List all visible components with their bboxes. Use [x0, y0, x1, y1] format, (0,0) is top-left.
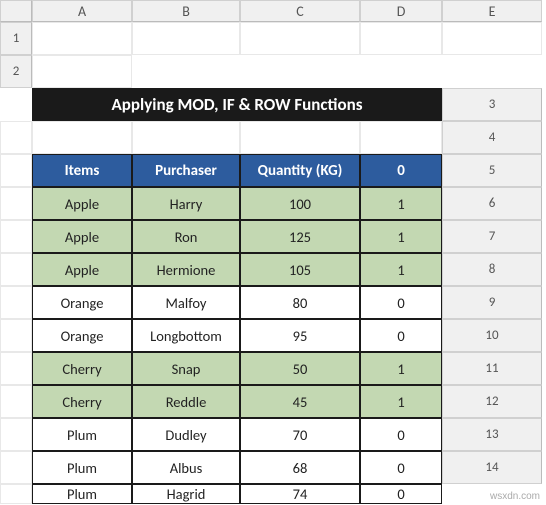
cell-purchaser-5[interactable]: Snap: [132, 352, 240, 385]
row-header-4[interactable]: 4: [442, 121, 542, 154]
cell-C1[interactable]: [240, 22, 360, 55]
cell-A4[interactable]: [0, 154, 32, 187]
cell-A2[interactable]: [32, 55, 132, 88]
cell-C3[interactable]: [132, 121, 240, 154]
row-header-6[interactable]: 6: [442, 187, 542, 220]
cell-items-0[interactable]: Apple: [32, 187, 132, 220]
col-header-A[interactable]: A: [32, 0, 132, 22]
cell-quantity-4[interactable]: 95: [240, 319, 360, 352]
row-header-1[interactable]: 1: [0, 22, 32, 55]
cell-A11[interactable]: [0, 385, 32, 418]
cell-quantity-8[interactable]: 68: [240, 451, 360, 484]
cell-purchaser-6[interactable]: Reddle: [132, 385, 240, 418]
cell-D1[interactable]: [360, 22, 442, 55]
cell-purchaser-3[interactable]: Malfoy: [132, 286, 240, 319]
cell-items-6[interactable]: Cherry: [32, 385, 132, 418]
cell-A3[interactable]: [0, 121, 32, 154]
cell-flag-3[interactable]: 0: [360, 286, 442, 319]
spreadsheet: A B C D E 1 2 Applying MOD, IF & ROW Fun…: [0, 0, 546, 504]
cell-purchaser-8[interactable]: Albus: [132, 451, 240, 484]
row-header-9[interactable]: 9: [442, 286, 542, 319]
cell-items-2[interactable]: Apple: [32, 253, 132, 286]
cell-flag-5[interactable]: 1: [360, 352, 442, 385]
cell-A1[interactable]: [32, 22, 132, 55]
cell-quantity-6[interactable]: 45: [240, 385, 360, 418]
title-cell[interactable]: Applying MOD, IF & ROW Functions: [32, 88, 442, 121]
cell-purchaser-0[interactable]: Harry: [132, 187, 240, 220]
cell-A5[interactable]: [0, 187, 32, 220]
cell-quantity-0[interactable]: 100: [240, 187, 360, 220]
cell-purchaser-1[interactable]: Ron: [132, 220, 240, 253]
cell-A12[interactable]: [0, 418, 32, 451]
cell-items-4[interactable]: Orange: [32, 319, 132, 352]
cell-D3[interactable]: [240, 121, 360, 154]
cell-A13[interactable]: [0, 451, 32, 484]
cell-flag-9[interactable]: 0: [360, 484, 442, 504]
cell-A14[interactable]: [0, 484, 32, 504]
cell-B1[interactable]: [132, 22, 240, 55]
cell-A9[interactable]: [0, 319, 32, 352]
watermark: wsxdn.com: [490, 491, 540, 502]
cell-B3[interactable]: [32, 121, 132, 154]
row-header-10[interactable]: 10: [442, 319, 542, 352]
cell-items-1[interactable]: Apple: [32, 220, 132, 253]
cell-quantity-5[interactable]: 50: [240, 352, 360, 385]
cell-E1[interactable]: [442, 22, 542, 55]
cell-items-9[interactable]: Plum: [32, 484, 132, 504]
cell-A10[interactable]: [0, 352, 32, 385]
cell-A7[interactable]: [0, 253, 32, 286]
cell-items-8[interactable]: Plum: [32, 451, 132, 484]
cell-purchaser-2[interactable]: Hermione: [132, 253, 240, 286]
corner-cell[interactable]: [0, 0, 32, 22]
cell-purchaser-7[interactable]: Dudley: [132, 418, 240, 451]
cell-quantity-1[interactable]: 125: [240, 220, 360, 253]
header-quantity[interactable]: Quantity (KG): [240, 154, 360, 187]
row-header-13[interactable]: 13: [442, 418, 542, 451]
cell-purchaser-9[interactable]: Hagrid: [132, 484, 240, 504]
header-flag[interactable]: 0: [360, 154, 442, 187]
cell-quantity-9[interactable]: 74: [240, 484, 360, 504]
cell-quantity-2[interactable]: 105: [240, 253, 360, 286]
col-header-D[interactable]: D: [360, 0, 442, 22]
cell-flag-0[interactable]: 1: [360, 187, 442, 220]
cell-A6[interactable]: [0, 220, 32, 253]
cell-flag-2[interactable]: 1: [360, 253, 442, 286]
cell-quantity-7[interactable]: 70: [240, 418, 360, 451]
cell-items-3[interactable]: Orange: [32, 286, 132, 319]
cell-flag-6[interactable]: 1: [360, 385, 442, 418]
row-header-14[interactable]: 14: [442, 451, 542, 484]
cell-A8[interactable]: [0, 286, 32, 319]
row-header-7[interactable]: 7: [442, 220, 542, 253]
row-header-8[interactable]: 8: [442, 253, 542, 286]
row-header-12[interactable]: 12: [442, 385, 542, 418]
col-header-E[interactable]: E: [442, 0, 542, 22]
cell-quantity-3[interactable]: 80: [240, 286, 360, 319]
row-header-5[interactable]: 5: [442, 154, 542, 187]
col-header-B[interactable]: B: [132, 0, 240, 22]
header-purchaser[interactable]: Purchaser: [132, 154, 240, 187]
cell-flag-8[interactable]: 0: [360, 451, 442, 484]
cell-flag-7[interactable]: 0: [360, 418, 442, 451]
cell-E3[interactable]: [360, 121, 442, 154]
row-header-11[interactable]: 11: [442, 352, 542, 385]
row-header-2[interactable]: 2: [0, 55, 32, 88]
cell-items-5[interactable]: Cherry: [32, 352, 132, 385]
col-header-C[interactable]: C: [240, 0, 360, 22]
header-items[interactable]: Items: [32, 154, 132, 187]
cell-flag-4[interactable]: 0: [360, 319, 442, 352]
cell-purchaser-4[interactable]: Longbottom: [132, 319, 240, 352]
row-header-3[interactable]: 3: [442, 88, 542, 121]
cell-items-7[interactable]: Plum: [32, 418, 132, 451]
cell-flag-1[interactable]: 1: [360, 220, 442, 253]
